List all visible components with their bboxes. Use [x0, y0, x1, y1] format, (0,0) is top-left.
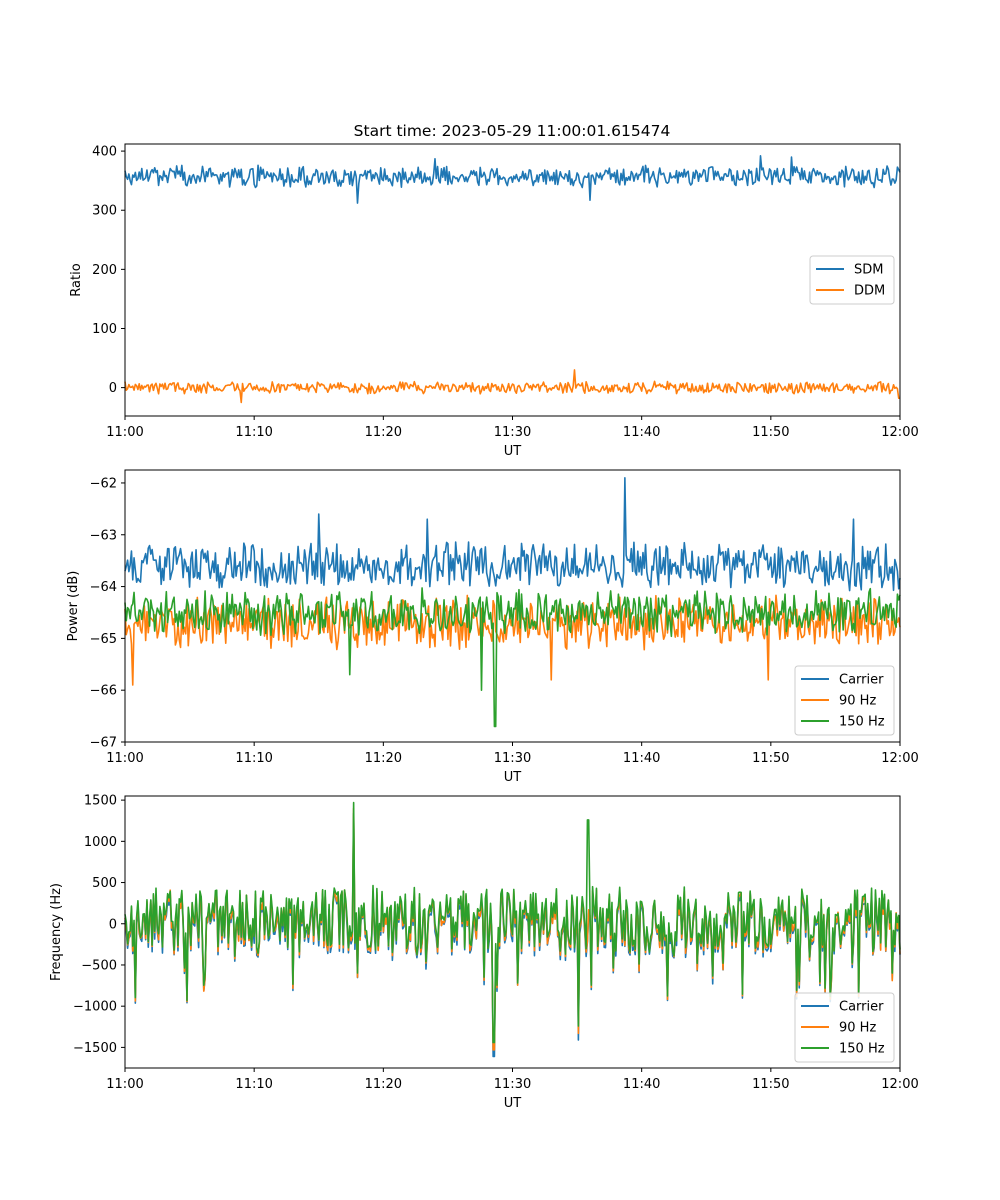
series-line-150-hz: [124, 801, 901, 1044]
series-line-sdm: [124, 155, 901, 204]
x-axis-label: UT: [504, 770, 522, 785]
y-tick-label: −65: [90, 632, 117, 647]
y-tick-label: 400: [92, 145, 117, 160]
x-tick-label: 11:50: [752, 425, 789, 440]
x-tick-label: 11:40: [623, 1077, 660, 1092]
y-axis-label: Ratio: [69, 263, 84, 296]
series-line-carrier: [124, 476, 901, 592]
chart-panel-1: 11:00 11:10 11:20 11:30 11:40 11:50 12:00 0 100 2…: [69, 143, 919, 459]
x-tick-label: 11:50: [752, 751, 789, 766]
x-tick-label: 11:30: [494, 1077, 531, 1092]
x-tick-label: 11:20: [365, 1077, 402, 1092]
y-tick-label: 1500: [84, 794, 117, 809]
y-axis-label: Frequency (Hz): [49, 883, 64, 981]
series-line-carrier: [124, 812, 901, 1058]
y-tick-label: −62: [90, 476, 117, 491]
legend: Carrier 90 Hz 150 Hz: [794, 992, 895, 1063]
y-tick-label: 0: [109, 917, 117, 932]
x-tick-label: 11:10: [235, 751, 272, 766]
series-line-ddm: [124, 369, 900, 404]
legend-label: 150 Hz: [839, 715, 885, 730]
legend-label: 90 Hz: [839, 694, 876, 709]
legend: SDM DDM: [809, 255, 895, 305]
legend-label: SDM: [854, 263, 883, 278]
legend-label: Carrier: [839, 673, 884, 688]
y-tick-label: −500: [81, 958, 117, 973]
y-tick-label: −64: [90, 580, 117, 595]
y-axis-label: Power (dB): [66, 571, 81, 642]
y-tick-label: 500: [92, 876, 117, 891]
x-tick-label: 11:50: [752, 1077, 789, 1092]
x-tick-label: 11:40: [623, 425, 660, 440]
legend-label: Carrier: [839, 1000, 884, 1015]
x-tick-label: 11:00: [106, 751, 143, 766]
y-tick-label: −66: [90, 684, 117, 699]
y-tick-label: 1000: [84, 835, 117, 850]
panels: 11:00 11:10 11:20 11:30 11:40 11:50 12:00 0 100 2…: [49, 143, 919, 1111]
x-tick-label: 12:00: [881, 1077, 918, 1092]
y-tick-label: −1500: [73, 1041, 117, 1056]
legend: Carrier 90 Hz 150 Hz: [794, 665, 895, 736]
x-tick-label: 11:30: [494, 751, 531, 766]
y-tick-label: 200: [92, 263, 117, 278]
legend-label: DDM: [854, 284, 885, 299]
x-tick-label: 11:20: [365, 751, 402, 766]
x-tick-label: 12:00: [881, 425, 918, 440]
chart-panel-3: 11:00 11:10 11:20 11:30 11:40 11:50 12:00 1500 1…: [49, 794, 919, 1111]
y-tick-label: −67: [90, 736, 117, 751]
x-tick-label: 11:10: [235, 1077, 272, 1092]
x-tick-label: 11:20: [365, 425, 402, 440]
x-tick-label: 11:30: [494, 425, 531, 440]
y-tick-label: −1000: [73, 1000, 117, 1015]
y-tick-label: 0: [109, 381, 117, 396]
x-axis-label: UT: [504, 1096, 522, 1111]
plot-frame: [124, 143, 901, 417]
x-tick-label: 11:00: [106, 425, 143, 440]
legend-box: [794, 992, 895, 1063]
legend-label: 90 Hz: [839, 1021, 876, 1036]
y-tick-label: 300: [92, 204, 117, 219]
x-axis-label: UT: [504, 444, 522, 459]
x-tick-label: 11:40: [623, 751, 660, 766]
y-tick-label: 100: [92, 322, 117, 337]
x-tick-label: 11:00: [106, 1077, 143, 1092]
chart-panel-2: 11:00 11:10 11:20 11:30 11:40 11:50 12:00 −62 −6…: [66, 469, 919, 785]
legend-label: 150 Hz: [839, 1042, 885, 1057]
series-line-150-hz: [124, 587, 901, 728]
y-tick-label: −63: [90, 528, 117, 543]
legend-box: [794, 665, 895, 736]
x-tick-label: 12:00: [881, 751, 918, 766]
figure-title: Start time: 2023-05-29 11:00:01.615474: [354, 122, 671, 140]
x-tick-label: 11:10: [235, 425, 272, 440]
